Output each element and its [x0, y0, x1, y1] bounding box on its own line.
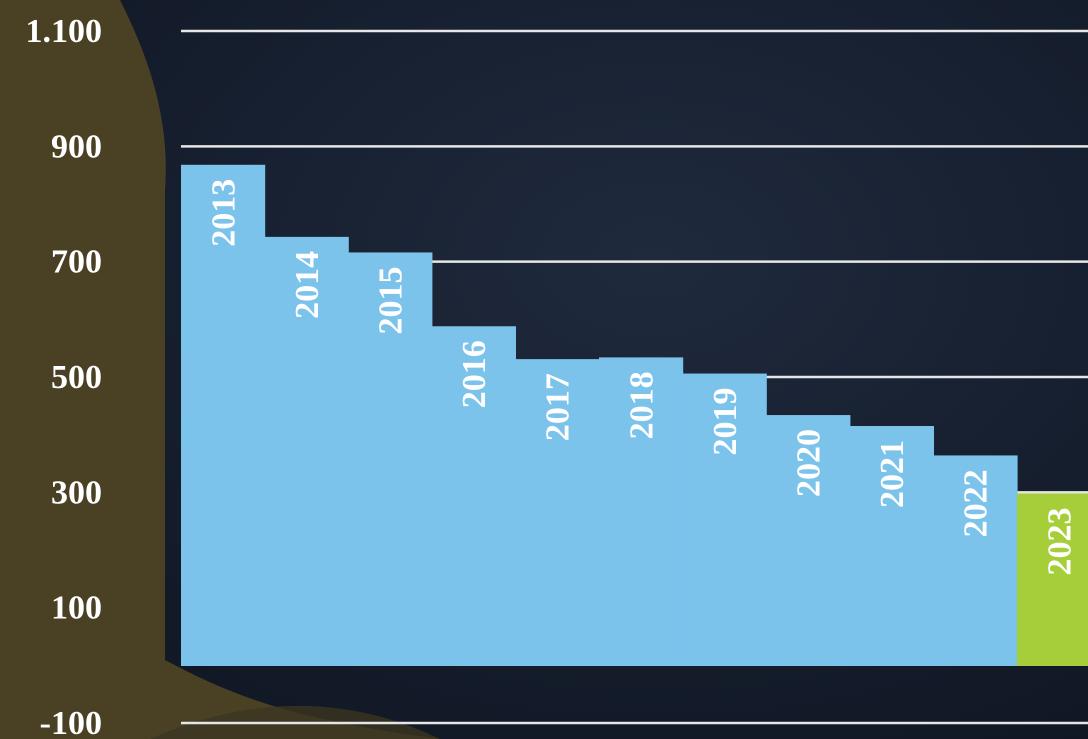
- bar-2020: [766, 415, 851, 666]
- bar-label-2016: 2016: [456, 340, 493, 408]
- bar-label-2013: 2013: [205, 179, 242, 247]
- bar-label-2015: 2015: [373, 266, 410, 334]
- y-tick-label: 700: [51, 244, 102, 281]
- bar-2013: [181, 164, 266, 666]
- bar-label-2019: 2019: [707, 388, 744, 456]
- bar-2021: [849, 426, 934, 666]
- bar-2018: [599, 357, 684, 666]
- bar-label-2018: 2018: [623, 371, 660, 439]
- y-tick-label: -100: [40, 705, 102, 739]
- bar-label-2020: 2020: [791, 429, 828, 497]
- y-tick-label: 900: [51, 128, 102, 165]
- bar-2022: [933, 455, 1018, 666]
- y-tick-label: 1.100: [26, 13, 103, 50]
- y-tick-label: 300: [51, 474, 102, 511]
- bar-label-2022: 2022: [958, 469, 995, 537]
- bar-2014: [264, 236, 349, 666]
- bar-labels: 2013 2014 2015 2016 2017 2018 2019 2020 2021 2022…: [205, 179, 1078, 576]
- bar-label-2017: 2017: [540, 373, 577, 441]
- left-decor-band: [0, 0, 440, 739]
- bar-2017: [515, 359, 600, 666]
- y-tick-label: 100: [51, 590, 102, 627]
- bar-2019: [682, 373, 767, 666]
- bar-2015: [348, 252, 433, 666]
- y-tick-label: 500: [51, 359, 102, 396]
- y-axis-ticks: 1.100 900 700 500 300 100 -100: [26, 13, 103, 739]
- bar-label-2021: 2021: [874, 440, 911, 508]
- bar-label-2023: 2023: [1041, 507, 1078, 575]
- bar-2023: [1017, 493, 1088, 666]
- bar-label-2014: 2014: [289, 251, 326, 319]
- bar-2016: [431, 326, 516, 666]
- bars: [181, 164, 1088, 666]
